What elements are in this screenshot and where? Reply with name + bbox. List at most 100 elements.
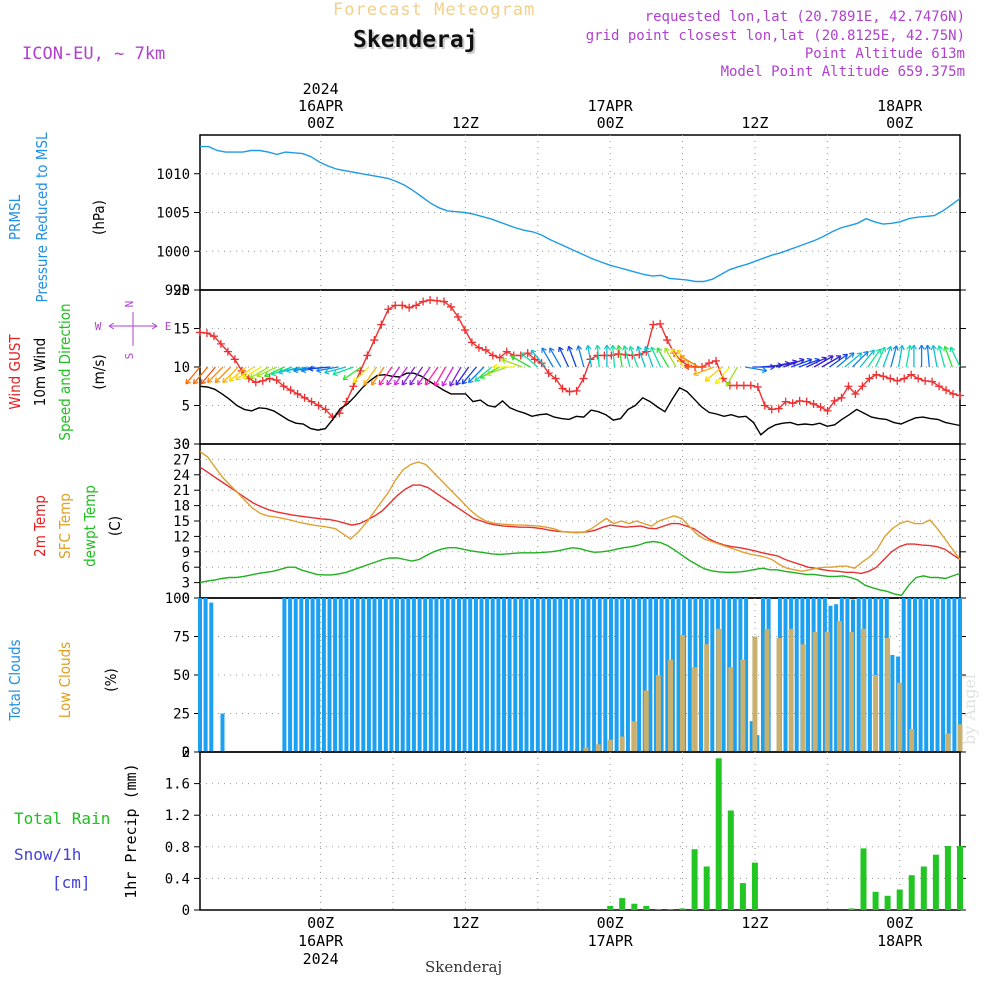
clouds-bar — [355, 598, 360, 752]
clouds-axis-label: (%) — [102, 668, 120, 691]
temperature-series-line — [199, 451, 961, 573]
clouds-bar — [665, 598, 670, 752]
gust-point — [858, 382, 867, 391]
gust-point — [223, 347, 232, 356]
gust-point — [419, 297, 428, 306]
wind-barb-head — [363, 379, 369, 386]
clouds-bar — [901, 598, 906, 752]
clouds-bar — [913, 598, 917, 752]
wind-barb — [394, 366, 408, 386]
wind-barb-head — [603, 344, 611, 350]
wind-barb-head — [636, 345, 642, 352]
wind-barb-head — [541, 347, 547, 353]
wind-barb — [401, 366, 416, 386]
clouds-bar — [327, 598, 332, 752]
gust-point — [649, 320, 658, 329]
precip-bar — [607, 906, 614, 910]
wind-barb-head — [530, 349, 537, 356]
gust-point — [279, 382, 288, 391]
wind-barb-head — [206, 377, 213, 384]
info-line-1: requested lon,lat (20.7891E, 42.7476N) — [644, 9, 965, 25]
wind-barb — [882, 346, 892, 368]
clouds-bar — [583, 747, 589, 752]
clouds-bar — [728, 667, 734, 752]
wind-y-tick-label: 5 — [182, 399, 190, 415]
clouds-bar — [828, 605, 833, 752]
bottom-time-label: 2024 — [303, 950, 339, 968]
wind-barb — [228, 366, 247, 382]
precip-bar — [619, 898, 626, 910]
wind-barb-head — [676, 349, 683, 356]
gust-point — [447, 302, 456, 311]
wind-barb-head — [214, 377, 221, 384]
clouds-bar — [316, 598, 321, 752]
clouds-bar — [918, 598, 923, 752]
wind-barb-head — [910, 344, 918, 350]
clouds-bar — [496, 598, 501, 752]
clouds-bar — [299, 598, 304, 752]
wind-axis-label: (m/s) — [90, 354, 108, 389]
clouds-bar — [749, 721, 754, 752]
wind-barb-head — [270, 370, 277, 377]
wind-barb-head — [684, 363, 690, 371]
gust-point — [286, 386, 295, 395]
gust-point — [474, 343, 483, 352]
wind-barb — [744, 366, 767, 372]
wind-barb-head — [434, 381, 440, 387]
clouds-bar — [710, 598, 715, 752]
wind-barb — [664, 347, 677, 368]
clouds-bar — [929, 598, 934, 752]
precip-bar — [751, 862, 758, 910]
clouds-bar — [580, 598, 585, 752]
clouds-bar — [423, 598, 428, 752]
wind-barb-head — [567, 345, 573, 352]
precip-y-tick-label: 0 — [182, 903, 190, 919]
clouds-bar — [776, 638, 782, 752]
wind-barb — [704, 366, 723, 382]
wind-barb — [852, 350, 869, 368]
clouds-bar — [513, 598, 518, 752]
wind-barb-head — [256, 371, 262, 378]
clouds-bar — [699, 598, 703, 752]
bottom-time-label: 12Z — [452, 914, 479, 932]
clouds-bar — [800, 644, 806, 752]
clouds-bar — [440, 598, 445, 752]
clouds-bar — [941, 598, 946, 752]
temperature-axis-label: 2m Temp — [31, 495, 49, 557]
clouds-bar — [220, 713, 225, 752]
wind-barb — [715, 366, 731, 385]
clouds-bar — [958, 598, 962, 752]
wind-barb — [434, 366, 447, 387]
gust-point — [579, 374, 588, 383]
wind-y-tick-label: 10 — [173, 360, 190, 376]
wind-y-tick-label: 20 — [173, 283, 190, 299]
gust-point — [391, 301, 400, 310]
wind-barb — [725, 366, 738, 387]
wind-barb-head — [501, 357, 507, 364]
clouds-bar — [383, 598, 388, 752]
clouds-bar — [417, 598, 422, 752]
pressure-series-line — [200, 145, 961, 283]
wind-barb-head — [828, 355, 834, 361]
pressure-y-tick-label: 995 — [165, 283, 190, 299]
wind-series-line — [199, 372, 961, 436]
clouds-axis-label: Total Clouds — [6, 639, 24, 721]
wind-barb-head — [898, 344, 905, 351]
wind-barb-head — [222, 377, 228, 384]
bottom-time-label: 00Z — [597, 914, 624, 932]
clouds-bar — [945, 733, 951, 752]
wind-barb-head — [409, 379, 415, 386]
info-line-2: grid point closest lon,lat (20.8125E, 42… — [585, 28, 965, 44]
temperature-y-tick-label: 30 — [173, 437, 190, 453]
wind-barb-head — [656, 347, 662, 353]
wind-barb-head — [875, 348, 882, 355]
clouds-bar — [468, 598, 473, 752]
gust-point — [307, 397, 316, 406]
clouds-bar — [879, 598, 884, 752]
wind-panel: 0 5 10 15 20 N W E S Wind GUST 10m Wind Speed and D… — [6, 283, 966, 453]
wind-barb — [185, 366, 201, 385]
top-time-label: 00Z — [307, 114, 334, 132]
precip-bar — [727, 810, 734, 910]
clouds-bar — [740, 659, 746, 752]
gust-point — [851, 389, 860, 398]
